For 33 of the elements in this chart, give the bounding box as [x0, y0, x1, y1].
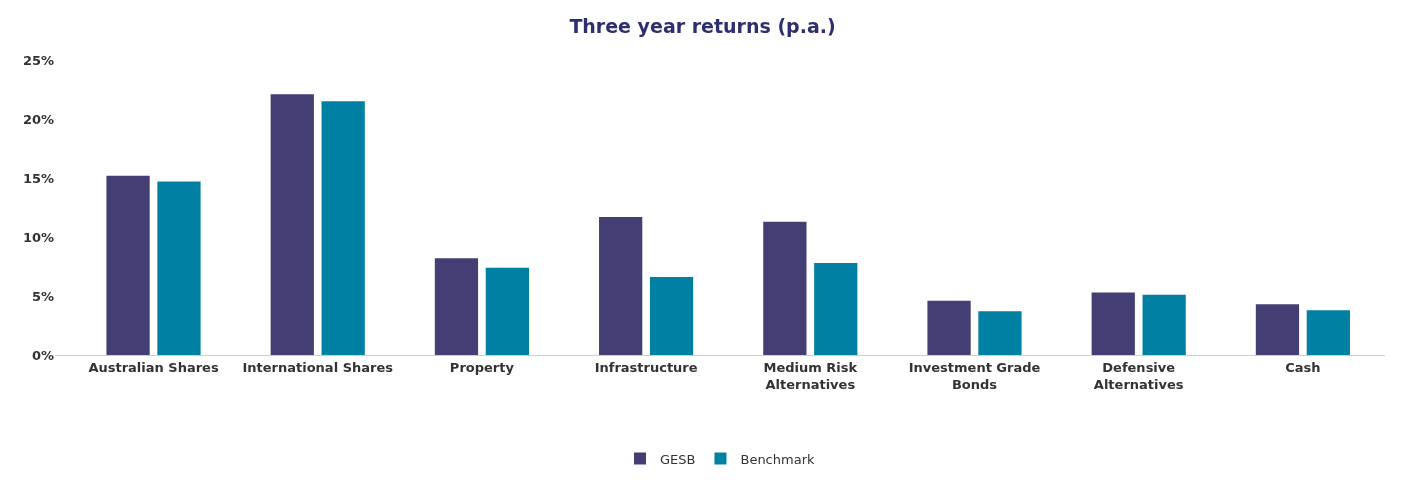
- y-tick-label: 25%: [22, 52, 54, 68]
- y-tick-label: 15%: [22, 170, 54, 186]
- bar: [763, 221, 807, 355]
- y-tick-label: 5%: [31, 288, 54, 304]
- x-tick-label: Defensive Alternatives: [1093, 359, 1184, 392]
- bar: [927, 300, 971, 355]
- bar: [434, 258, 479, 355]
- x-tick-label: Property: [449, 359, 515, 375]
- bar: [1255, 304, 1300, 355]
- bar: [270, 94, 314, 355]
- bar: [485, 267, 529, 355]
- bar: [978, 311, 1022, 355]
- bar: [1306, 310, 1350, 355]
- x-tick-label: Investment Grade Bonds: [908, 359, 1041, 392]
- x-tick-label: International Shares: [242, 359, 394, 375]
- x-tick-label: Cash: [1285, 359, 1321, 375]
- y-tick-label: 10%: [22, 229, 54, 245]
- legend-label: GESB: [660, 451, 696, 467]
- y-tick-label: 0%: [31, 347, 54, 363]
- bar: [106, 175, 150, 355]
- chart-title: Three year returns (p.a.): [569, 14, 836, 37]
- bar: [649, 277, 694, 355]
- legend-label: Benchmark: [740, 451, 815, 467]
- y-tick-label: 20%: [22, 111, 54, 127]
- x-tick-label: Medium Risk Alternatives: [763, 359, 858, 392]
- bar: [1091, 292, 1135, 355]
- bar: [1142, 294, 1186, 355]
- x-tick-label: Australian Shares: [88, 359, 219, 375]
- bar: [599, 216, 643, 355]
- bar: [321, 101, 365, 355]
- x-tick-label: Infrastructure: [594, 359, 698, 375]
- bar: [814, 262, 858, 355]
- bar: [157, 181, 201, 355]
